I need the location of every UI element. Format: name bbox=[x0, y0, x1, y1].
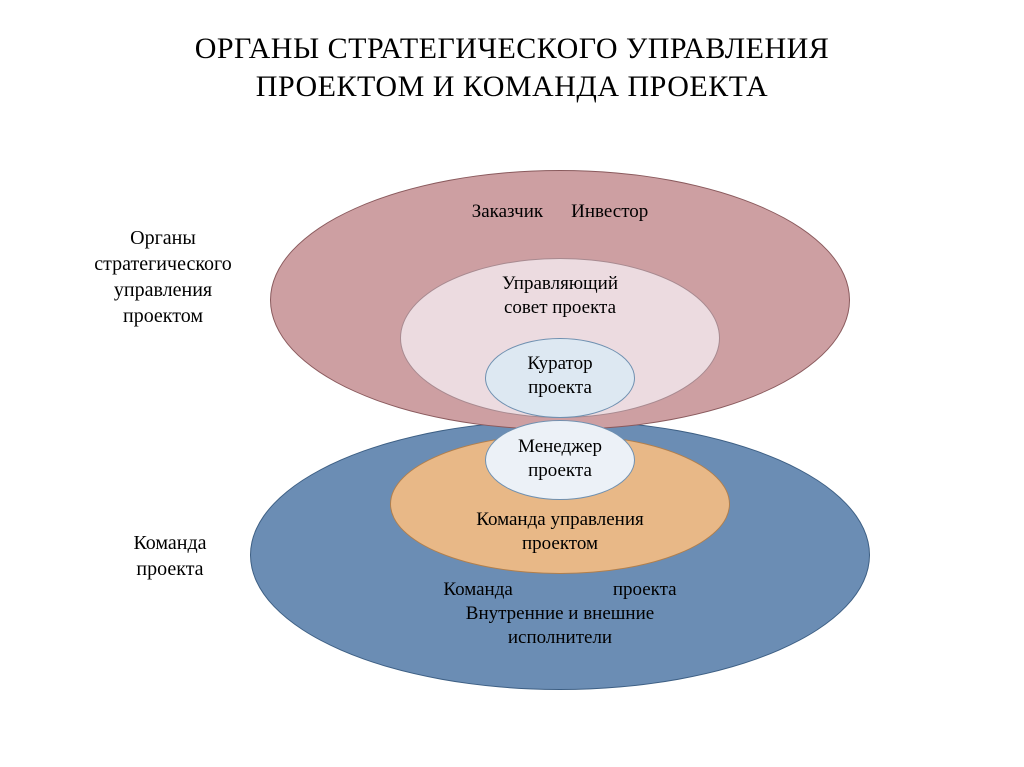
label-mid-top: Управляющий совет проекта bbox=[400, 272, 720, 320]
side-label-bottom: Команда проекта bbox=[110, 530, 230, 582]
side-bot-l2: проекта bbox=[136, 558, 203, 580]
label-top-row: Заказчик Инвестор bbox=[270, 200, 850, 224]
label-investor: Инвестор bbox=[571, 200, 648, 224]
label-inner-bottom: Менеджер проекта bbox=[485, 435, 635, 483]
side-top-l2: стратегического bbox=[94, 253, 231, 275]
side-top-l1: Органы bbox=[130, 227, 196, 249]
label-inner-bot-l2: проекта bbox=[528, 460, 592, 481]
side-label-top: Органы стратегического управления проект… bbox=[78, 225, 248, 329]
side-bot-l1: Команда bbox=[133, 532, 206, 554]
label-bottom-row: Команда проекта bbox=[350, 578, 770, 602]
side-top-l4: проектом bbox=[123, 305, 203, 327]
slide-title: ОРГАНЫ СТРАТЕГИЧЕСКОГО УПРАВЛЕНИЯ ПРОЕКТ… bbox=[0, 30, 1024, 105]
label-bottom-text: Внутренние и внешние исполнители bbox=[350, 602, 770, 650]
label-bottom-right: проекта bbox=[613, 578, 677, 602]
label-mid-bot-l2: проектом bbox=[522, 533, 598, 554]
label-inner-top: Куратор проекта bbox=[485, 352, 635, 400]
title-line2: ПРОЕКТОМ И КОМАНДА ПРОЕКТА bbox=[256, 70, 768, 103]
label-mid-bottom: Команда управления проектом bbox=[390, 508, 730, 556]
label-mid-bot-l1: Команда управления bbox=[476, 509, 644, 530]
label-inner-top-l2: проекта bbox=[528, 377, 592, 398]
slide: ОРГАНЫ СТРАТЕГИЧЕСКОГО УПРАВЛЕНИЯ ПРОЕКТ… bbox=[0, 0, 1024, 767]
label-zakazchik: Заказчик bbox=[472, 200, 543, 224]
side-top-l3: управления bbox=[114, 279, 212, 301]
title-line1: ОРГАНЫ СТРАТЕГИЧЕСКОГО УПРАВЛЕНИЯ bbox=[195, 32, 830, 65]
label-inner-top-l1: Куратор bbox=[527, 353, 592, 374]
label-bottom-left: Команда bbox=[443, 578, 512, 602]
label-mid-top-l1: Управляющий bbox=[502, 273, 618, 294]
label-bot-l2: исполнители bbox=[508, 627, 612, 648]
label-inner-bot-l1: Менеджер bbox=[518, 436, 602, 457]
label-mid-top-l2: совет проекта bbox=[504, 297, 616, 318]
label-bot-l1: Внутренние и внешние bbox=[466, 603, 654, 624]
